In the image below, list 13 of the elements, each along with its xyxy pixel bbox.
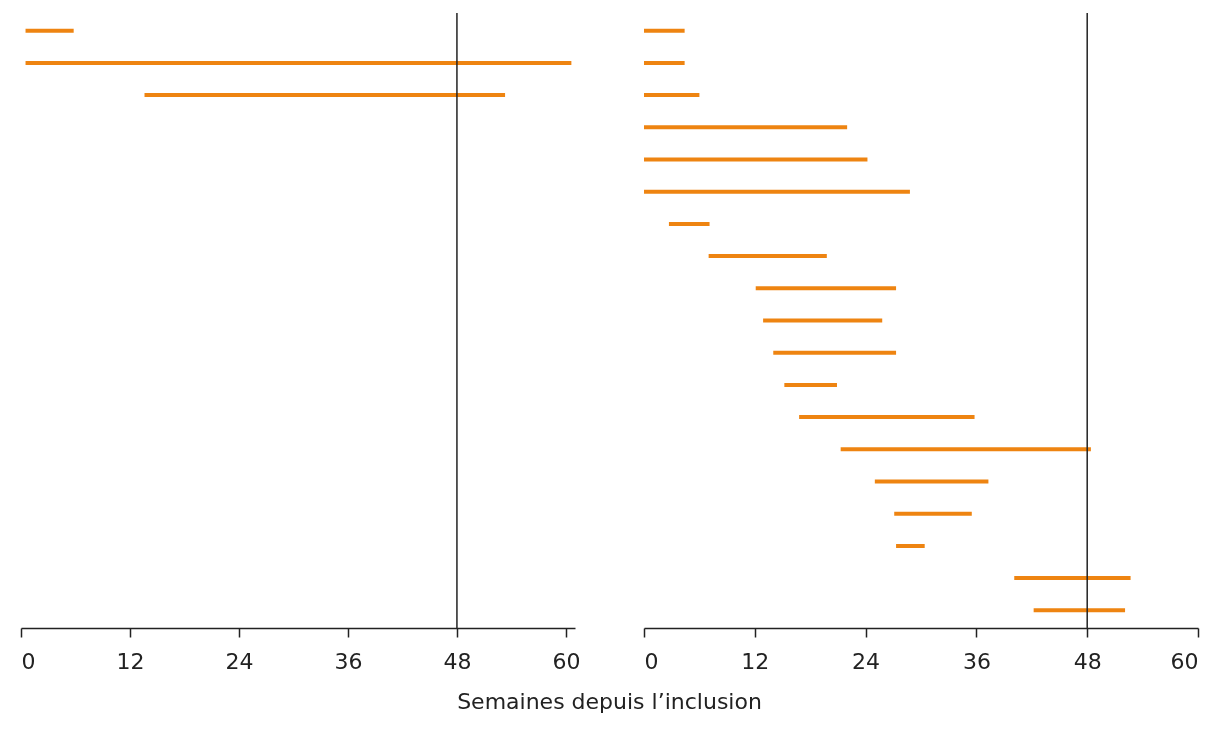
x-tick-label: 60 [1170,648,1199,674]
x-axis-title: Semaines depuis l’inclusion [457,689,762,714]
x-tick-label: 36 [962,648,991,674]
x-tick-label: 12 [741,648,770,674]
x-tick-label: 0 [21,648,36,674]
x-tick-label: 12 [116,648,145,674]
x-tick-label: 24 [852,648,881,674]
x-tick-label: 48 [443,648,472,674]
x-tick-label: 0 [644,648,659,674]
x-tick-label: 48 [1073,648,1102,674]
x-tick-label: 60 [552,648,581,674]
x-tick-label: 36 [334,648,363,674]
x-tick-label: 24 [225,648,254,674]
